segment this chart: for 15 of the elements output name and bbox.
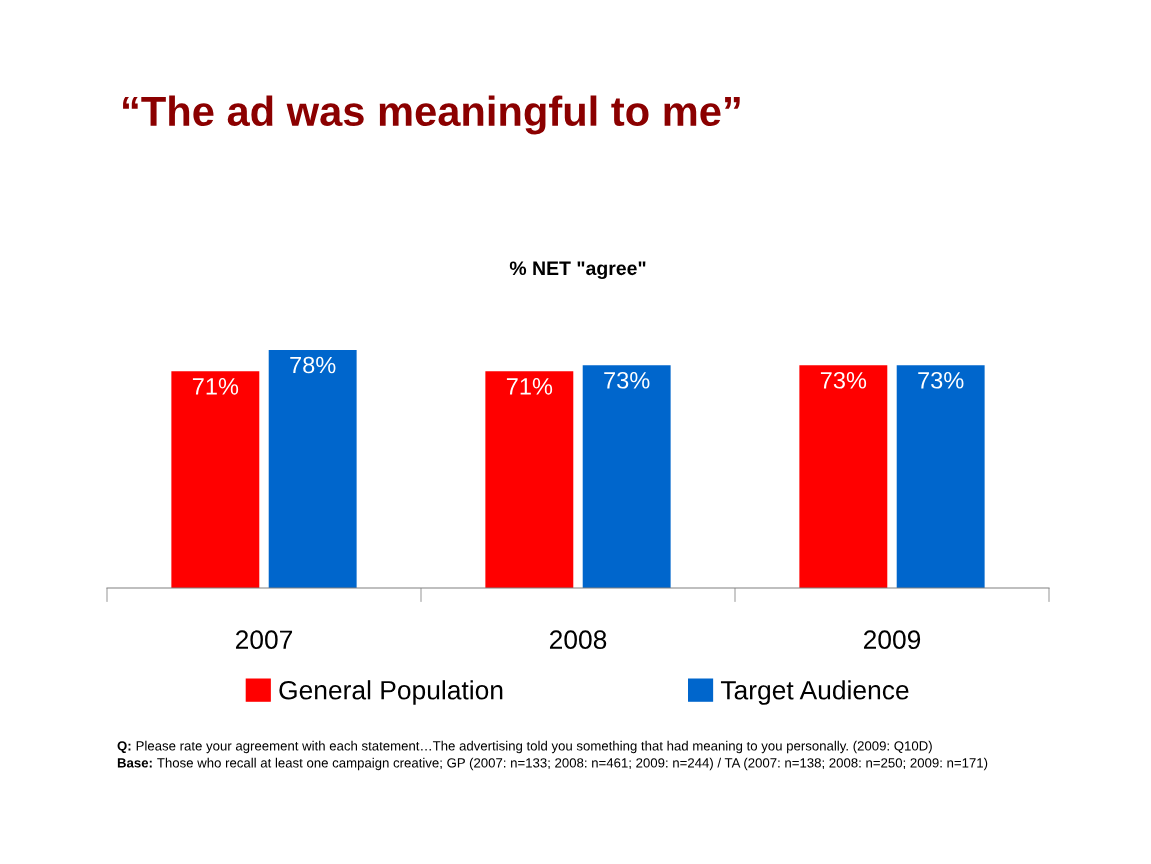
x-tick-label: 2007 bbox=[235, 630, 293, 650]
chart-subtitle: % NET "agree" bbox=[509, 261, 646, 280]
x-tick-label: 2008 bbox=[549, 630, 607, 650]
data-label: 71% bbox=[506, 378, 553, 395]
legend-label: General Population bbox=[279, 680, 503, 705]
data-label: 71% bbox=[192, 378, 239, 395]
data-label: 73% bbox=[820, 371, 867, 389]
data-label: 73% bbox=[604, 371, 650, 389]
text: Q: Please rate your agreement with each statement…The advertising told you something that had meaning to you personally. (2009: Q10D) bbox=[117, 740, 932, 754]
data-label: 78% bbox=[290, 356, 336, 374]
x-tick-label: 2009 bbox=[863, 630, 921, 650]
text: Base: Those who recall at least one campaign creative; GP (2007: n=133; 2008: n=461; 2009: n=244) / TA (2007: n=138; 2008: n=250; 2009: n=171) bbox=[117, 757, 988, 771]
legend-label: Target Audience bbox=[720, 680, 909, 705]
data-label: 73% bbox=[918, 371, 964, 389]
chart-title: “The ad was meaningful to me” bbox=[123, 95, 740, 135]
